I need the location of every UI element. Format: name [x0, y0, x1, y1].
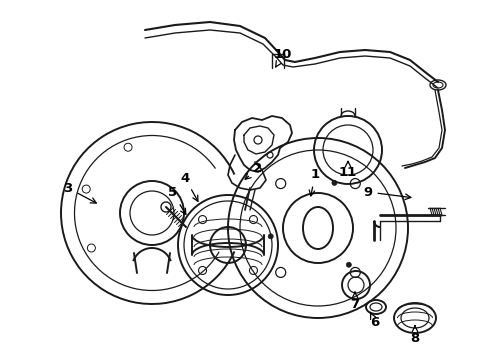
Text: 10: 10	[274, 49, 292, 67]
Text: 6: 6	[370, 312, 380, 328]
Text: 5: 5	[169, 186, 186, 215]
Circle shape	[332, 180, 337, 185]
Text: 4: 4	[180, 171, 198, 201]
Text: 9: 9	[364, 185, 411, 199]
Text: 3: 3	[63, 181, 97, 203]
Text: 1: 1	[309, 168, 319, 196]
Text: 7: 7	[350, 292, 360, 311]
Text: 8: 8	[411, 326, 419, 345]
Text: 11: 11	[339, 161, 357, 179]
Text: 2: 2	[245, 162, 263, 179]
Circle shape	[346, 262, 351, 267]
Circle shape	[268, 234, 273, 239]
